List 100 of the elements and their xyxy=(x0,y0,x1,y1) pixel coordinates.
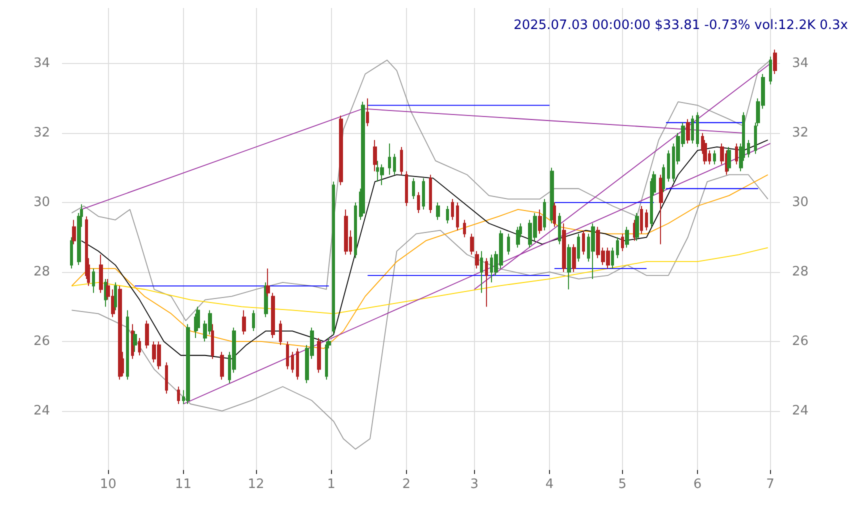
candlestick xyxy=(662,164,665,193)
candlestick xyxy=(735,142,738,165)
candlestick xyxy=(582,230,585,256)
candlestick xyxy=(133,330,137,352)
candlestick xyxy=(271,292,275,338)
candlestick xyxy=(279,320,282,346)
candlestick xyxy=(713,150,716,165)
candlestick xyxy=(727,146,731,172)
x-tick-label: 12 xyxy=(248,477,264,492)
candlestick xyxy=(211,324,214,360)
candlestick xyxy=(470,233,474,256)
candlestick xyxy=(773,49,777,74)
line-series xyxy=(71,247,768,314)
y2-tick-label: 30 xyxy=(792,195,809,210)
candlestick xyxy=(747,140,750,158)
x-tick-label: 4 xyxy=(545,477,554,492)
candlestick xyxy=(92,268,95,294)
line-series xyxy=(71,174,768,349)
text: 2025.07.03 00:00:00 $33.81 -0.73% vol:12.2K 0.3x xyxy=(514,18,848,33)
x-tick-label: 6 xyxy=(693,477,702,492)
candlestick xyxy=(366,98,369,127)
candlestick xyxy=(645,208,648,231)
candlestick xyxy=(99,254,103,294)
candlestick xyxy=(480,250,483,294)
candlestick xyxy=(558,212,561,245)
candlestick xyxy=(591,222,595,280)
candlestick xyxy=(70,236,73,270)
candlestick xyxy=(177,386,180,404)
candlestick xyxy=(325,340,328,380)
candlestick xyxy=(291,351,294,374)
candlestick xyxy=(252,310,255,332)
candlestick xyxy=(553,202,556,228)
candlestick xyxy=(332,181,335,336)
candlestick xyxy=(220,351,224,380)
line-series xyxy=(80,140,768,360)
candlestick xyxy=(296,348,299,380)
candlestick xyxy=(696,112,699,148)
candlestick xyxy=(456,202,459,231)
candlestick xyxy=(635,212,639,242)
candlestick xyxy=(572,244,576,272)
candlestick xyxy=(562,222,566,272)
candlestick xyxy=(550,167,554,224)
candlestick xyxy=(451,198,454,220)
y-tick-label: 24 xyxy=(33,403,50,418)
y-tick-label: 34 xyxy=(33,56,50,72)
candlestick xyxy=(242,310,246,336)
candlestick xyxy=(286,340,289,370)
candlestick xyxy=(339,115,343,186)
candlestick xyxy=(72,219,76,245)
candlestick xyxy=(138,338,141,356)
candlestick xyxy=(621,233,624,252)
x-tick-label: 10 xyxy=(100,477,116,492)
line-series xyxy=(71,60,771,322)
x-tick-label: 1 xyxy=(327,477,336,492)
x-tick-label: 7 xyxy=(766,477,774,492)
candlestick xyxy=(538,208,542,234)
candlestick xyxy=(186,324,190,404)
candlestick xyxy=(126,310,129,380)
candlestick xyxy=(131,324,134,360)
candlestick xyxy=(616,236,619,259)
candlestick xyxy=(429,174,432,214)
y2-tick-label: 26 xyxy=(792,334,809,349)
candlestick xyxy=(145,320,149,349)
candlestick xyxy=(436,202,440,220)
y2-tick-label: 24 xyxy=(792,403,809,418)
y2-tick-label: 34 xyxy=(792,56,809,72)
candlestick xyxy=(516,226,520,248)
x-tick-label: 3 xyxy=(470,477,479,492)
y-tick-label: 28 xyxy=(33,264,50,280)
candlestick xyxy=(373,140,377,172)
candlestick xyxy=(769,56,772,85)
x-tick-label: 5 xyxy=(618,477,626,492)
candlestick xyxy=(405,170,408,206)
candlestick xyxy=(266,268,270,297)
candlestick xyxy=(422,178,425,210)
y-tick-label: 32 xyxy=(33,126,50,141)
candlestick xyxy=(354,202,357,259)
candlestick xyxy=(114,282,117,311)
x-tick-label: 2 xyxy=(402,477,411,492)
candlestick xyxy=(412,178,415,200)
candlestick xyxy=(400,146,403,176)
candlestick xyxy=(507,233,510,256)
candlestick xyxy=(475,250,479,270)
candlestick xyxy=(625,226,629,248)
candlestick xyxy=(686,118,690,144)
line-series xyxy=(71,174,768,450)
candlestick xyxy=(611,247,614,270)
candlestick xyxy=(393,153,396,176)
candlestick xyxy=(659,174,663,245)
candlestick xyxy=(485,258,488,308)
candlestick xyxy=(361,101,365,217)
candlestick xyxy=(118,285,122,380)
y2-tick-label: 32 xyxy=(792,126,809,141)
candlestick xyxy=(165,362,168,394)
candlestick xyxy=(344,208,348,256)
candlestick xyxy=(543,198,546,231)
candlestick xyxy=(463,219,466,238)
y2-tick-label: 28 xyxy=(792,264,809,280)
candlestick xyxy=(388,142,391,176)
candlestick xyxy=(446,206,449,224)
